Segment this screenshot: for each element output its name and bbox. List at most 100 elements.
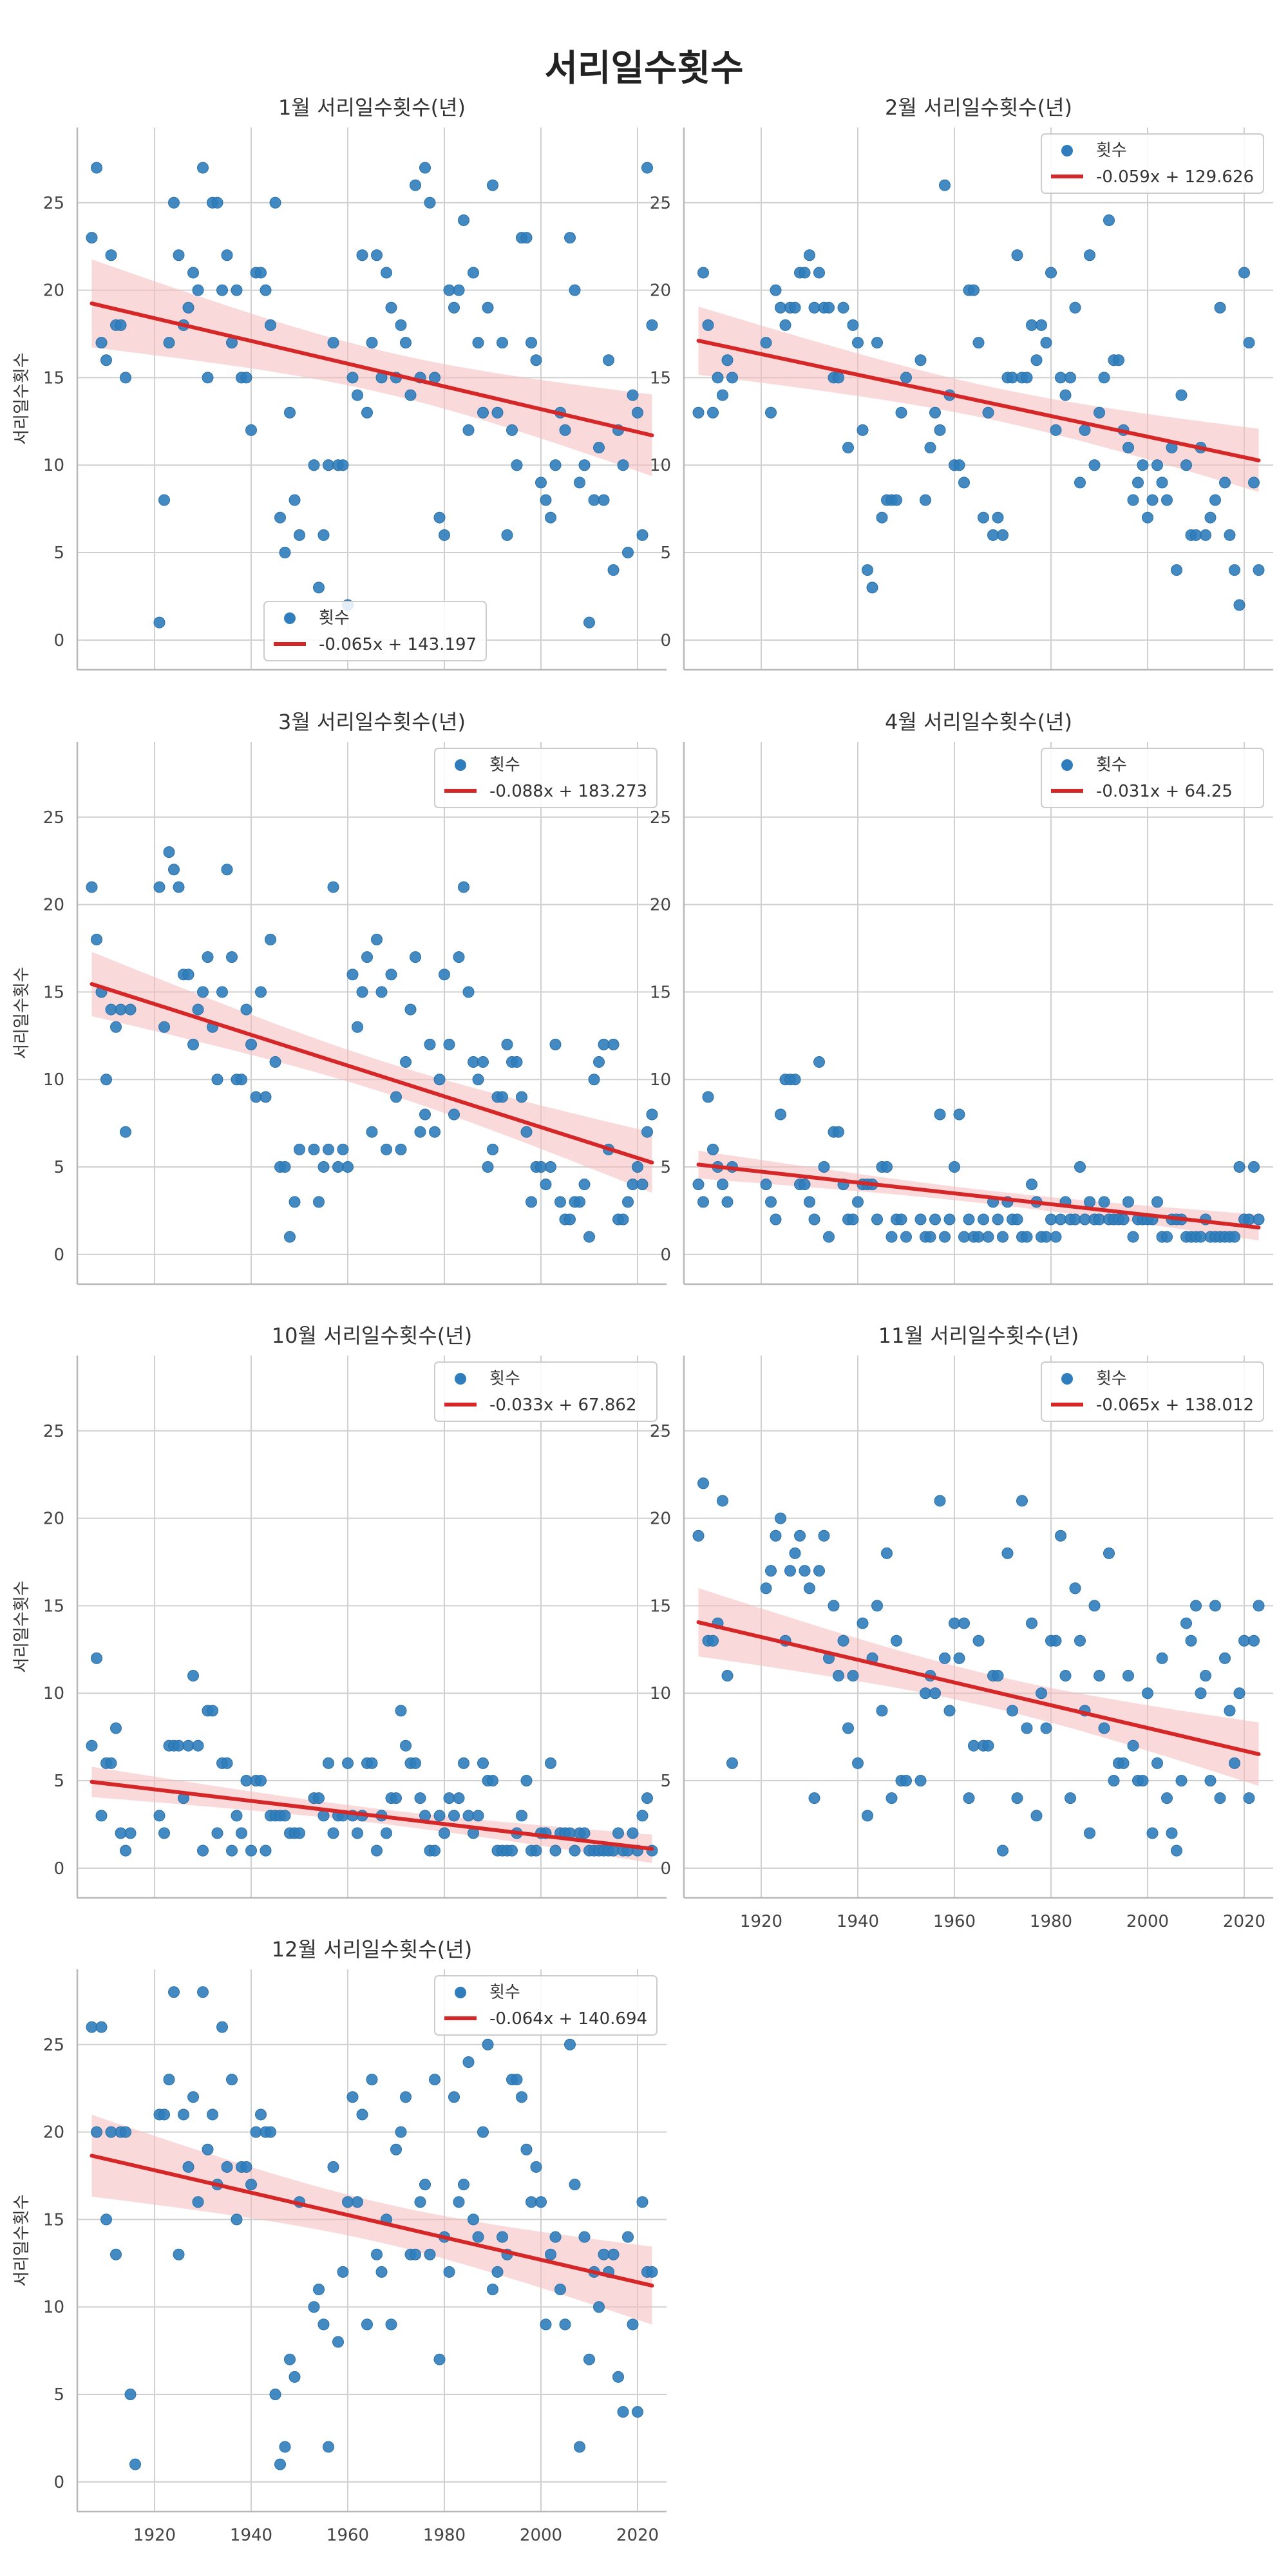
data-point	[627, 1179, 639, 1191]
legend-label-points: 횟수	[489, 755, 520, 775]
data-point	[371, 2248, 383, 2260]
panel-6: 0 5 10 15 20 25 1920 1940 1960 1980 2000 2020 11월 서리…	[650, 1323, 1273, 1931]
data-point	[1045, 1213, 1057, 1226]
data-point	[366, 2074, 378, 2086]
y-tick-label: 5	[53, 1772, 64, 1791]
data-point	[352, 1827, 363, 1839]
data-point	[381, 1827, 392, 1839]
data-point	[356, 2108, 368, 2121]
data-point	[1156, 477, 1168, 489]
data-point	[1036, 1687, 1047, 1700]
data-point	[963, 1213, 975, 1226]
data-point	[269, 196, 281, 209]
data-point	[997, 1231, 1009, 1243]
legend: 횟수 -0.064x + 140.694	[434, 1975, 658, 2036]
data-point	[627, 389, 639, 401]
data-point	[1026, 319, 1037, 331]
data-point	[526, 2196, 537, 2208]
data-point	[804, 249, 815, 261]
data-point	[920, 1687, 931, 1700]
data-point	[712, 372, 724, 384]
data-point	[978, 511, 989, 524]
data-point	[482, 301, 494, 314]
data-point	[1113, 354, 1124, 366]
data-point	[900, 372, 912, 384]
data-point	[207, 1705, 218, 1717]
data-point	[487, 2284, 498, 2296]
data-point	[86, 2021, 98, 2033]
data-point	[429, 1844, 440, 1857]
data-point	[240, 372, 252, 384]
data-point	[1069, 1213, 1081, 1226]
data-point	[559, 424, 571, 436]
data-point	[105, 1003, 117, 1016]
panel-5: 0 5 10 15 20 25 10월 서리일수횟수(년) 서리일수횟수 횟수 -0.033x +…	[12, 1323, 667, 1899]
data-point	[433, 1810, 446, 1822]
data-point	[1001, 1547, 1014, 1559]
data-point	[697, 1477, 709, 1490]
data-point	[1084, 1196, 1095, 1208]
data-point	[593, 1056, 605, 1068]
data-point	[390, 2143, 402, 2155]
data-point	[535, 477, 547, 489]
data-point	[323, 459, 334, 471]
trend-line	[90, 1779, 654, 1851]
data-point	[857, 424, 869, 436]
data-point	[530, 1844, 542, 1857]
data-point	[366, 1757, 378, 1769]
data-point	[173, 1739, 185, 1752]
data-point	[891, 494, 902, 506]
data-point	[245, 1844, 257, 1857]
x-tick-label: 1960	[933, 1912, 976, 1931]
data-point	[1059, 1670, 1072, 1682]
data-point	[1229, 1757, 1240, 1769]
x-tick-label: 1960	[327, 2526, 369, 2545]
data-point	[636, 1810, 649, 1822]
data-point	[327, 2161, 339, 2173]
data-point	[129, 2458, 141, 2470]
data-point	[327, 881, 339, 893]
data-point	[240, 1003, 252, 1016]
data-point	[255, 2108, 267, 2121]
y-tick-label: 20	[43, 1510, 64, 1529]
data-point	[115, 319, 127, 331]
data-point	[317, 2318, 330, 2331]
data-point	[443, 2266, 455, 2278]
data-point	[346, 969, 359, 981]
data-point	[414, 2196, 426, 2208]
data-point	[487, 179, 498, 191]
data-point	[968, 1739, 980, 1752]
data-point	[1055, 1213, 1066, 1226]
data-point	[211, 1827, 223, 1839]
data-point	[332, 2336, 344, 2348]
data-point	[847, 1213, 859, 1226]
data-point	[1021, 372, 1033, 384]
data-point	[1175, 389, 1188, 401]
data-point	[929, 1687, 941, 1700]
data-point	[914, 354, 927, 366]
data-point	[554, 2284, 566, 2296]
data-point	[472, 337, 484, 349]
data-point	[274, 511, 286, 524]
data-point	[260, 1091, 272, 1103]
data-point	[100, 354, 112, 366]
data-point	[1094, 406, 1105, 419]
data-point	[1151, 459, 1163, 471]
data-point	[958, 477, 970, 489]
data-point	[308, 2301, 320, 2313]
data-point	[833, 1670, 844, 1682]
data-point	[250, 1091, 262, 1103]
data-point	[535, 1161, 547, 1173]
x-tick-label: 1920	[740, 1912, 782, 1931]
data-point	[323, 1143, 334, 1155]
data-point	[158, 1021, 170, 1033]
data-point	[317, 529, 330, 541]
data-point	[163, 2074, 175, 2086]
data-point	[972, 1634, 985, 1647]
data-point	[211, 196, 223, 209]
y-tick-label: 25	[650, 1422, 671, 1441]
data-point	[352, 2196, 363, 2208]
data-point	[641, 162, 653, 174]
data-point	[110, 1021, 122, 1033]
data-point	[1190, 529, 1202, 541]
